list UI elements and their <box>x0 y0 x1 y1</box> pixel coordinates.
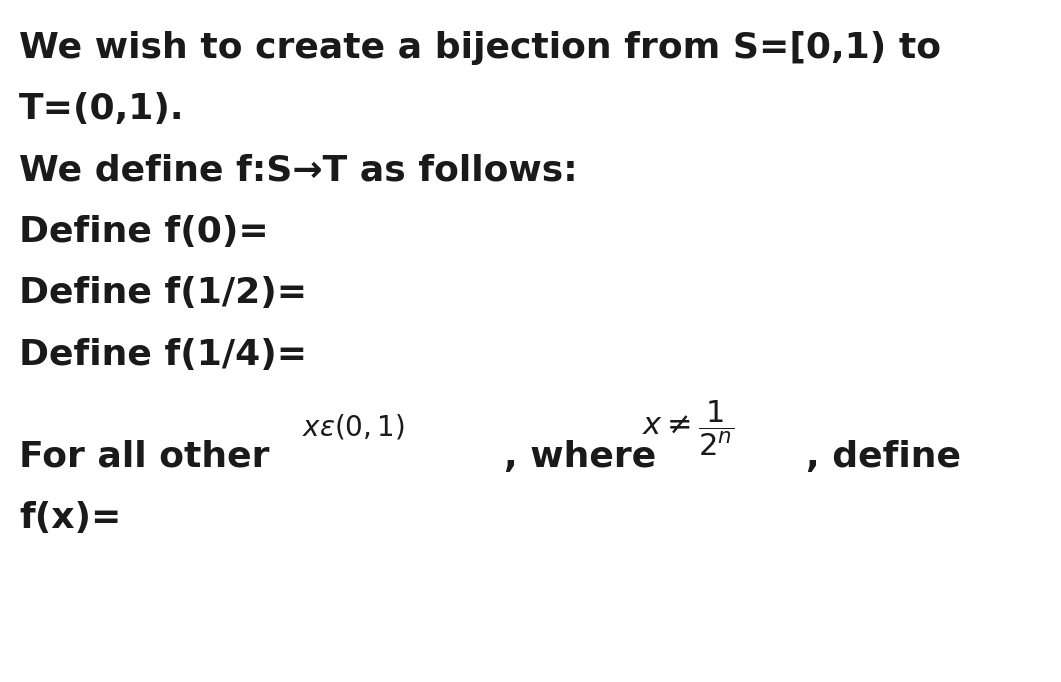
Text: We wish to create a bijection from S=[0,1) to: We wish to create a bijection from S=[0,… <box>19 31 941 65</box>
Text: For all other: For all other <box>19 440 269 474</box>
Text: , define: , define <box>806 440 961 474</box>
Text: We define f:S→T as follows:: We define f:S→T as follows: <box>19 153 578 188</box>
Text: $x \neq \dfrac{1}{2^n}$: $x \neq \dfrac{1}{2^n}$ <box>642 399 734 458</box>
Text: Define f(0)=: Define f(0)= <box>19 215 268 249</box>
Text: , where: , where <box>504 440 656 474</box>
Text: $x\epsilon(0, 1)$: $x\epsilon(0, 1)$ <box>302 413 405 442</box>
Text: Define f(1/2)=: Define f(1/2)= <box>19 276 308 310</box>
Text: T=(0,1).: T=(0,1). <box>19 92 185 126</box>
Text: Define f(1/4)=: Define f(1/4)= <box>19 338 308 372</box>
Text: f(x)=: f(x)= <box>19 501 121 535</box>
